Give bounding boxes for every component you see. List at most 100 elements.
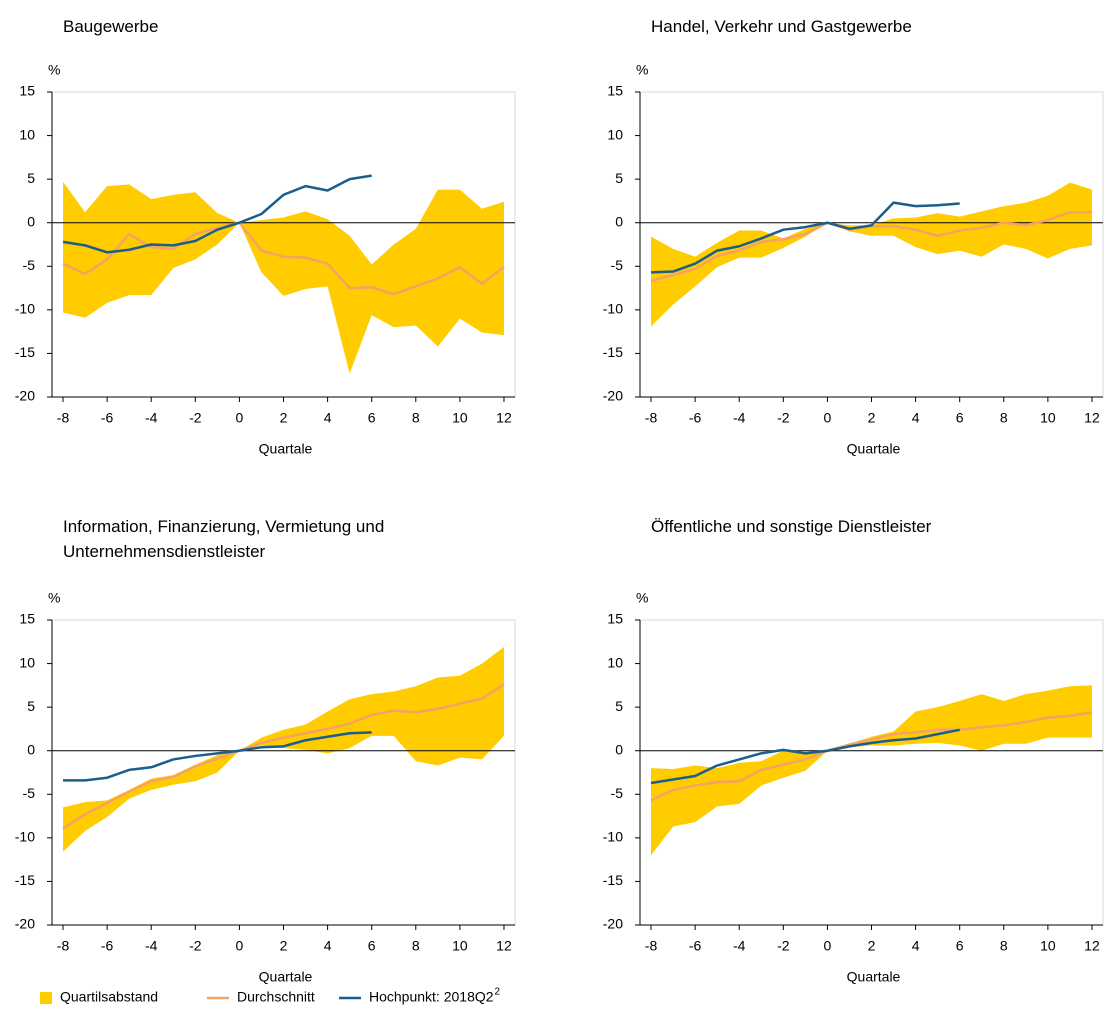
panel-title: Baugewerbe (63, 17, 159, 36)
y-tick-label: -20 (15, 916, 35, 932)
x-tick-label: 6 (368, 938, 376, 954)
x-tick-label: 6 (368, 410, 376, 426)
y-tick-label: -15 (603, 344, 623, 360)
x-tick-label: 8 (1000, 938, 1008, 954)
panel-title: Handel, Verkehr und Gastgewerbe (651, 17, 912, 36)
series-line (62, 683, 505, 830)
series-line (62, 221, 505, 296)
x-tick-label: 10 (452, 938, 468, 954)
y-tick-label: -5 (611, 257, 624, 273)
x-tick-label: 4 (324, 410, 332, 426)
x-tick-label: 4 (912, 938, 920, 954)
x-tick-label: -2 (777, 938, 790, 954)
series-line (62, 174, 372, 254)
panel-title: Öffentliche und sonstige Dienstleister (651, 517, 932, 536)
y-unit: % (636, 62, 648, 78)
y-tick-label: 0 (27, 741, 35, 757)
y-tick-label: 10 (19, 126, 35, 142)
series-line (650, 728, 960, 785)
legend-label: Hochpunkt: 2018Q2 (369, 989, 494, 1005)
legend-label: Durchschnitt (237, 989, 315, 1005)
y-tick-label: 5 (615, 698, 623, 714)
x-tick-label: -6 (689, 410, 702, 426)
x-tick-label: 0 (824, 938, 832, 954)
x-tick-label: 12 (1084, 410, 1100, 426)
legend-label: Quartilsabstand (60, 989, 158, 1005)
x-tick-label: 0 (236, 410, 244, 426)
y-tick-label: 0 (615, 741, 623, 757)
y-tick-label: -10 (603, 301, 623, 317)
panel-title: Information, Finanzierung, Vermietung un… (63, 517, 385, 561)
series-line (63, 731, 372, 782)
y-tick-label: -15 (15, 344, 35, 360)
legend-swatch (40, 992, 52, 1004)
x-axis-label: Quartale (847, 969, 901, 985)
x-tick-label: 8 (1000, 410, 1008, 426)
quartile-band (651, 182, 1092, 327)
x-tick-label: -6 (689, 938, 702, 954)
x-tick-label: 6 (956, 938, 964, 954)
quartile-band (651, 685, 1092, 856)
y-tick-label: 0 (27, 213, 35, 229)
series-line (650, 711, 1093, 802)
y-tick-label: 10 (19, 654, 35, 670)
y-tick-label: 15 (607, 611, 623, 627)
y-tick-label: 10 (607, 126, 623, 142)
x-tick-label: -8 (645, 410, 658, 426)
x-tick-label: 12 (1084, 938, 1100, 954)
y-tick-label: -5 (23, 257, 36, 273)
y-tick-label: -5 (611, 785, 624, 801)
x-tick-label: 8 (412, 938, 420, 954)
x-tick-label: -2 (777, 410, 790, 426)
y-tick-label: -20 (15, 388, 35, 404)
x-tick-label: -6 (101, 938, 114, 954)
y-tick-label: 0 (615, 213, 623, 229)
y-tick-label: -20 (603, 916, 623, 932)
x-tick-label: 0 (824, 410, 832, 426)
x-tick-label: -8 (645, 938, 658, 954)
x-tick-label: 2 (868, 410, 876, 426)
y-tick-label: 15 (607, 83, 623, 99)
y-tick-label: 5 (615, 170, 623, 186)
x-tick-label: -4 (733, 410, 746, 426)
y-unit: % (48, 62, 60, 78)
y-tick-label: 15 (19, 83, 35, 99)
x-tick-label: -2 (189, 938, 202, 954)
x-tick-label: 4 (324, 938, 332, 954)
x-tick-label: 12 (496, 938, 512, 954)
quartile-band (63, 181, 504, 374)
x-tick-label: -8 (57, 938, 70, 954)
y-tick-label: -10 (603, 829, 623, 845)
y-tick-label: -10 (15, 829, 35, 845)
y-tick-label: 5 (27, 698, 35, 714)
x-axis-label: Quartale (847, 441, 901, 457)
x-tick-label: 2 (280, 410, 288, 426)
y-tick-label: 15 (19, 611, 35, 627)
x-tick-label: 2 (280, 938, 288, 954)
x-tick-label: 10 (1040, 938, 1056, 954)
x-tick-label: -4 (145, 410, 158, 426)
y-tick-label: -15 (603, 872, 623, 888)
y-unit: % (636, 590, 648, 606)
y-tick-label: 5 (27, 170, 35, 186)
x-tick-label: 12 (496, 410, 512, 426)
x-tick-label: 6 (956, 410, 964, 426)
x-tick-label: 10 (1040, 410, 1056, 426)
x-tick-label: -8 (57, 410, 70, 426)
x-tick-label: -2 (189, 410, 202, 426)
x-tick-label: 2 (868, 938, 876, 954)
y-tick-label: -5 (23, 785, 36, 801)
x-tick-label: 0 (236, 938, 244, 954)
x-axis-label: Quartale (259, 969, 313, 985)
y-tick-label: -20 (603, 388, 623, 404)
x-tick-label: -4 (145, 938, 158, 954)
series-line (650, 201, 960, 274)
y-tick-label: -10 (15, 301, 35, 317)
x-tick-label: 10 (452, 410, 468, 426)
y-tick-label: 10 (607, 654, 623, 670)
y-unit: % (48, 590, 60, 606)
x-tick-label: 4 (912, 410, 920, 426)
footnote-mark: 2 (495, 987, 501, 998)
